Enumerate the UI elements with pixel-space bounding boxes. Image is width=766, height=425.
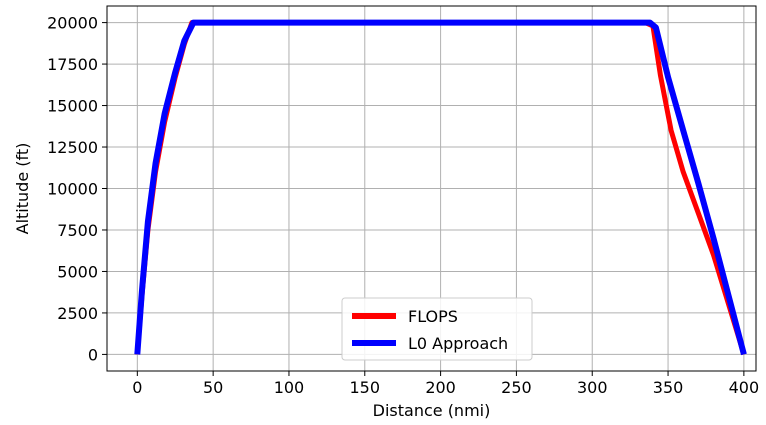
- y-axis-label: Altitude (ft): [13, 143, 32, 235]
- y-tick-label: 2500: [57, 304, 98, 323]
- y-tick-label: 7500: [57, 221, 98, 240]
- y-tick-label: 17500: [47, 55, 98, 74]
- x-tick-label: 100: [274, 378, 305, 397]
- legend-label-l0-approach: L0 Approach: [408, 334, 508, 353]
- x-tick-label: 350: [653, 378, 684, 397]
- x-axis-label: Distance (nmi): [373, 401, 491, 420]
- legend-label-flops: FLOPS: [408, 307, 458, 326]
- x-tick-label: 0: [132, 378, 142, 397]
- y-tick-label: 10000: [47, 180, 98, 199]
- y-tick-label: 15000: [47, 97, 98, 116]
- x-tick-label: 200: [425, 378, 456, 397]
- x-tick-label: 150: [350, 378, 381, 397]
- x-tick-label: 250: [501, 378, 532, 397]
- x-tick-label: 400: [729, 378, 760, 397]
- series-lines: [134, 19, 747, 356]
- legend: FLOPS L0 Approach: [341, 297, 533, 361]
- series-line-l0-approach: [134, 19, 747, 356]
- x-tick-label: 50: [203, 378, 223, 397]
- x-tick-label: 300: [577, 378, 608, 397]
- axis-ticks: 0 50 100 150 200 250 300 350 400 0 2500 5000 7500 100…: [47, 14, 759, 397]
- y-tick-label: 0: [88, 345, 98, 364]
- y-tick-label: 12500: [47, 138, 98, 157]
- y-tick-label: 5000: [57, 262, 98, 281]
- y-tick-label: 20000: [47, 14, 98, 33]
